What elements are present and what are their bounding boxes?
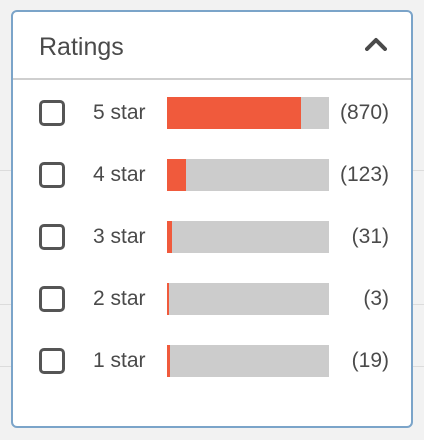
background-divider <box>413 304 424 305</box>
rating-distribution-bar <box>167 221 329 253</box>
rating-distribution-bar <box>167 345 329 377</box>
rating-bar-fill <box>167 159 186 191</box>
rating-count: (870) <box>339 101 389 124</box>
rating-checkbox[interactable] <box>39 162 65 188</box>
rating-label: 3 star <box>93 225 146 248</box>
background-divider <box>0 170 11 171</box>
rating-bar-fill <box>167 345 170 377</box>
rating-distribution-bar <box>167 97 329 129</box>
rating-label: 5 star <box>93 101 146 124</box>
rating-count: (19) <box>351 349 389 372</box>
rating-checkbox[interactable] <box>39 100 65 126</box>
rating-bar-fill <box>167 221 172 253</box>
rating-filter-row[interactable]: 2 star (3) <box>13 282 411 322</box>
rating-bar-fill <box>167 97 301 129</box>
rating-checkbox[interactable] <box>39 224 65 250</box>
rating-checkbox[interactable] <box>39 286 65 312</box>
rating-label: 1 star <box>93 349 146 372</box>
rating-distribution-bar <box>167 159 329 191</box>
panel-title: Ratings <box>39 33 124 61</box>
background-divider <box>0 304 11 305</box>
rating-count: (123) <box>339 163 389 186</box>
rating-bar-fill <box>167 283 169 315</box>
rating-label: 2 star <box>93 287 146 310</box>
rating-filter-row[interactable]: 4 star (123) <box>13 158 411 198</box>
ratings-filter-panel: Ratings 5 star (870) 4 star (123) 3 star (31)… <box>11 10 413 428</box>
rating-label: 4 star <box>93 163 146 186</box>
background-divider <box>413 170 424 171</box>
rating-count: (3) <box>363 287 389 310</box>
rating-filter-row[interactable]: 1 star (19) <box>13 344 411 384</box>
rating-filter-row[interactable]: 3 star (31) <box>13 220 411 260</box>
rating-count: (31) <box>351 225 389 248</box>
rating-filter-row[interactable]: 5 star (870) <box>13 96 411 136</box>
rating-checkbox[interactable] <box>39 348 65 374</box>
rating-distribution-bar <box>167 283 329 315</box>
chevron-up-icon[interactable] <box>365 37 387 51</box>
background-divider <box>0 366 11 367</box>
ratings-panel-header[interactable]: Ratings <box>13 12 411 80</box>
background-divider <box>413 366 424 367</box>
